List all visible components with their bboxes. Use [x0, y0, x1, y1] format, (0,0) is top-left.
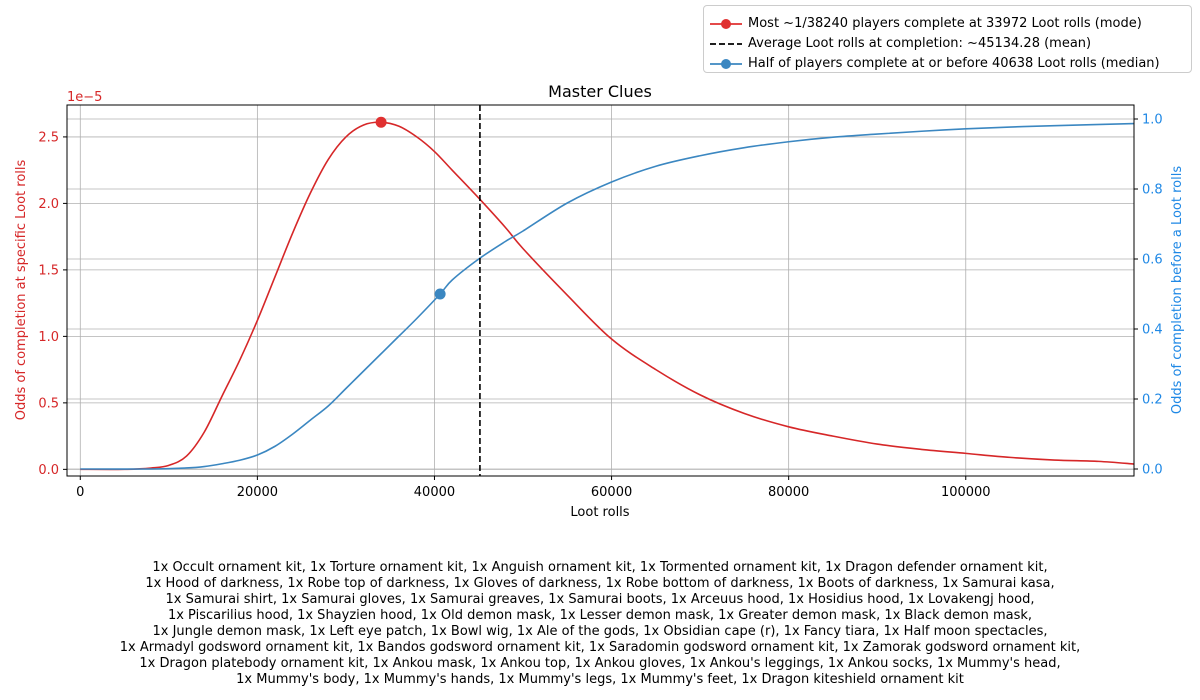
- caption-line: 1x Mummy's body, 1x Mummy's hands, 1x Mu…: [236, 672, 964, 687]
- marker-mode: [375, 116, 387, 128]
- series-line-cdf: [80, 122, 1134, 470]
- y-left-tick-label: 1.0: [38, 330, 59, 345]
- x-tick-label: 100000: [941, 485, 991, 500]
- y-axis-offset-label: 1e−5: [67, 90, 102, 105]
- x-tick-label: 60000: [591, 485, 632, 500]
- legend-dashed-line-icon: [710, 43, 742, 45]
- chart-title: Master Clues: [548, 82, 652, 101]
- grid: [67, 105, 1134, 476]
- y-left-tick-label: 1.5: [38, 263, 59, 278]
- x-axis-label: Loot rolls: [570, 505, 629, 520]
- x-tick-label: 20000: [237, 485, 278, 500]
- y-right-tick-label: 0.6: [1142, 253, 1163, 268]
- y-right-tick-label: 0.2: [1142, 393, 1163, 408]
- y-left-tick-label: 2.5: [38, 130, 59, 145]
- caption-line: 1x Armadyl godsword ornament kit, 1x Ban…: [119, 640, 1081, 655]
- legend-item-mode: Most ~1/38240 players complete at 33972 …: [704, 14, 1191, 34]
- y-axis-left-label: Odds of completion at specific Loot roll…: [14, 159, 29, 420]
- legend-item-mean: Average Loot rolls at completion: ~45134…: [704, 34, 1191, 54]
- caption-line: 1x Piscarilius hood, 1x Shayzien hood, 1…: [167, 608, 1033, 623]
- y-left-tick-label: 0.0: [38, 463, 59, 478]
- legend-line-dot-icon: [710, 59, 742, 69]
- caption-line: 1x Occult ornament kit, 1x Torture ornam…: [152, 560, 1048, 575]
- series-line-pmf: [80, 121, 1134, 471]
- y-left-tick-label: 0.5: [38, 396, 59, 411]
- plot-frame: [66, 104, 1135, 477]
- x-tick-label: 80000: [768, 485, 809, 500]
- x-tick-label: 0: [76, 485, 84, 500]
- y-axis-right-label: Odds of completion before a Loot rolls: [1170, 166, 1185, 414]
- legend-label: Average Loot rolls at completion: ~45134…: [748, 36, 1092, 51]
- ticks: 0 20000 40000 60000 80000 100000 0.0 0.5 1.0 1.5 2…: [38, 105, 1163, 500]
- caption-line: 1x Jungle demon mask, 1x Left eye patch,…: [152, 624, 1048, 639]
- caption-line: 1x Dragon platebody ornament kit, 1x Ank…: [139, 656, 1061, 671]
- y-right-tick-label: 0.4: [1142, 323, 1163, 338]
- marker-median: [434, 288, 446, 300]
- legend: Most ~1/38240 players complete at 33972 …: [703, 5, 1192, 73]
- legend-line-dot-icon: [710, 19, 742, 29]
- caption-line: 1x Hood of darkness, 1x Robe top of dark…: [145, 576, 1055, 591]
- x-tick-label: 40000: [414, 485, 455, 500]
- series-layer: [80, 121, 1134, 471]
- y-right-tick-label: 1.0: [1142, 113, 1163, 128]
- y-left-tick-label: 2.0: [38, 197, 59, 212]
- y-right-tick-label: 0.0: [1142, 463, 1163, 478]
- item-list-caption: 1x Occult ornament kit, 1x Torture ornam…: [0, 560, 1200, 688]
- legend-item-median: Half of players complete at or before 40…: [704, 54, 1191, 74]
- y-right-tick-label: 0.8: [1142, 183, 1163, 198]
- caption-line: 1x Samurai shirt, 1x Samurai gloves, 1x …: [165, 592, 1035, 607]
- legend-label: Half of players complete at or before 40…: [748, 56, 1160, 71]
- legend-label: Most ~1/38240 players complete at 33972 …: [748, 16, 1142, 31]
